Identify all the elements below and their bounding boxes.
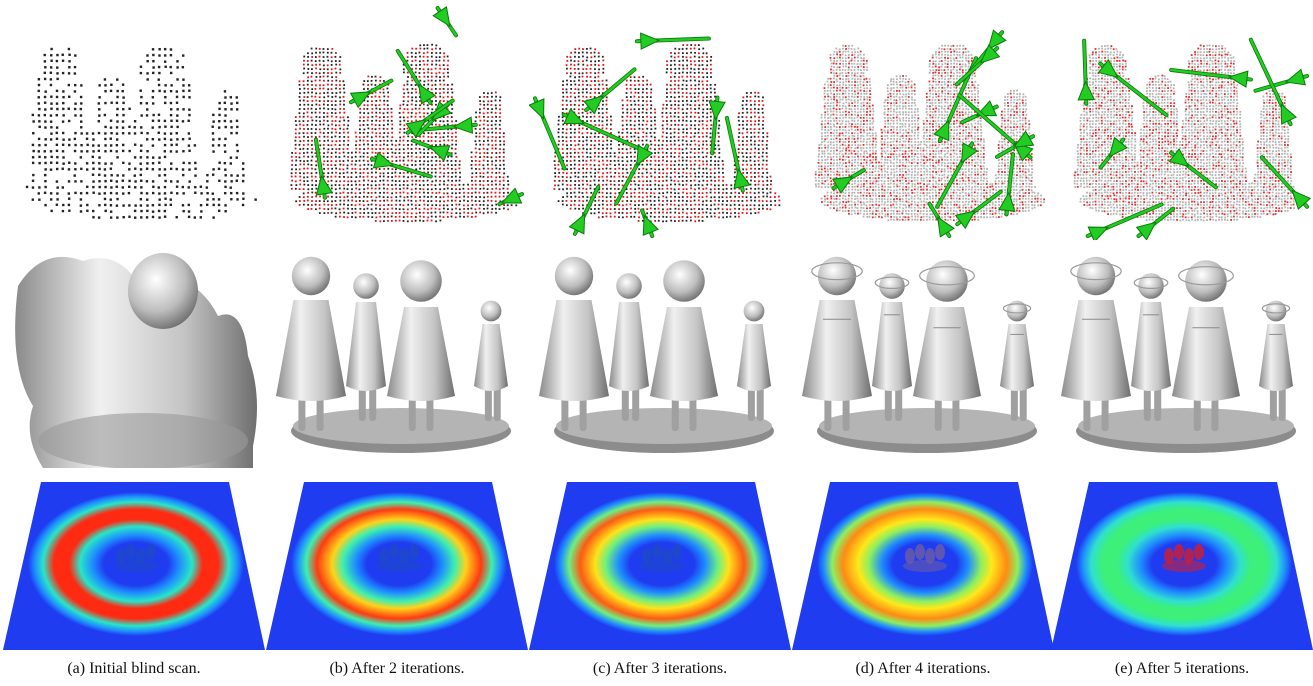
view-arrow bbox=[348, 78, 394, 109]
view-arrow bbox=[395, 48, 437, 105]
heatmap-plane bbox=[3, 482, 265, 650]
point-cloud bbox=[25, 47, 257, 219]
sculpture-mesh bbox=[539, 256, 774, 453]
object-marker bbox=[377, 544, 421, 572]
point-cloud-panel bbox=[792, 4, 1054, 240]
view-arrow bbox=[1259, 155, 1312, 211]
view-arrow bbox=[1169, 67, 1253, 88]
sculpture-mesh bbox=[15, 253, 258, 468]
column-e: (e) After 5 iterations. bbox=[1051, 0, 1313, 686]
sculpture-mesh bbox=[1061, 256, 1296, 453]
view-arrow bbox=[954, 43, 1001, 87]
confidence-heatmap-panel bbox=[266, 478, 528, 654]
view-arrow bbox=[927, 201, 955, 238]
view-arrow bbox=[634, 32, 711, 50]
heatmap-plane bbox=[266, 482, 528, 650]
sculpture-mesh bbox=[802, 256, 1037, 453]
column-c: (c) After 3 iterations. bbox=[529, 0, 791, 686]
view-arrow bbox=[1098, 136, 1128, 170]
heatmap-plane bbox=[792, 482, 1054, 650]
reconstructed-mesh-panel bbox=[792, 246, 1054, 468]
view-arrow bbox=[405, 98, 455, 138]
heatmap-plane bbox=[529, 482, 791, 650]
subfigure-caption-e: (e) After 5 iterations. bbox=[1114, 660, 1250, 677]
view-arrow bbox=[561, 108, 646, 153]
object-marker bbox=[1162, 544, 1206, 572]
view-arrow bbox=[1135, 206, 1176, 240]
confidence-heatmap-panel bbox=[1051, 478, 1313, 654]
view-arrow bbox=[1077, 38, 1095, 106]
point-cloud-panel bbox=[266, 4, 528, 240]
mesh-svg bbox=[276, 256, 511, 453]
view-arrow bbox=[614, 143, 654, 206]
point-cloud-panel bbox=[529, 4, 791, 240]
subfigure-caption-c: (c) After 3 iterations. bbox=[592, 660, 728, 677]
heatmap-svg bbox=[792, 482, 1054, 650]
view-arrow bbox=[1248, 37, 1297, 127]
mesh-svg bbox=[1061, 256, 1296, 453]
view-arrow bbox=[411, 138, 453, 162]
view-arrow bbox=[568, 184, 601, 236]
view-arrow bbox=[724, 115, 751, 193]
point-cloud bbox=[1073, 37, 1312, 240]
mesh-svg bbox=[15, 253, 258, 468]
view-arrow bbox=[1253, 68, 1309, 93]
subfigure-caption-a: (a) Initial blind scan. bbox=[67, 660, 201, 677]
heatmap-svg bbox=[1051, 482, 1313, 650]
view-arrow bbox=[432, 6, 458, 38]
view-arrow bbox=[995, 130, 1036, 159]
confidence-heatmap-panel bbox=[3, 478, 265, 654]
reconstructed-mesh-panel bbox=[1051, 246, 1313, 468]
object-marker bbox=[114, 544, 158, 572]
point-cloud bbox=[290, 6, 524, 223]
view-arrow bbox=[708, 95, 726, 156]
point-cloud-svg bbox=[290, 6, 524, 223]
view-arrow bbox=[1097, 58, 1169, 118]
heatmap-svg bbox=[3, 482, 265, 650]
point-cloud-svg bbox=[529, 32, 781, 238]
view-arrow bbox=[313, 137, 334, 200]
point-cloud bbox=[814, 29, 1046, 238]
heatmap-svg bbox=[529, 482, 791, 650]
subfigure-caption-d: (d) After 4 iterations. bbox=[855, 660, 991, 677]
point-cloud-svg bbox=[1073, 37, 1312, 240]
reconstructed-mesh-panel bbox=[529, 246, 791, 468]
mesh-svg bbox=[539, 256, 774, 453]
point-cloud-svg bbox=[25, 47, 257, 219]
view-arrow bbox=[583, 67, 637, 115]
column-d: (d) After 4 iterations. bbox=[792, 0, 1054, 686]
sculpture-mesh bbox=[276, 256, 511, 453]
point-cloud-panel bbox=[3, 4, 265, 240]
heatmap-svg bbox=[266, 482, 528, 650]
view-arrow bbox=[1085, 202, 1164, 240]
confidence-heatmap-panel bbox=[792, 478, 1054, 654]
view-arrow bbox=[998, 152, 1016, 217]
view-arrow bbox=[529, 96, 567, 171]
view-arrow bbox=[1168, 148, 1218, 190]
confidence-heatmap-panel bbox=[529, 478, 791, 654]
column-b: (b) After 2 iterations. bbox=[266, 0, 528, 686]
point-cloud bbox=[529, 32, 781, 238]
column-a: (a) Initial blind scan. bbox=[3, 0, 265, 686]
view-arrow bbox=[497, 187, 524, 206]
point-cloud-panel bbox=[1051, 4, 1313, 240]
heatmap-plane bbox=[1051, 482, 1313, 650]
subfigure-caption-b: (b) After 2 iterations. bbox=[329, 660, 465, 677]
object-marker bbox=[640, 544, 684, 572]
view-arrow bbox=[935, 141, 979, 209]
view-arrow bbox=[369, 151, 433, 179]
reconstructed-mesh-panel bbox=[3, 246, 265, 468]
view-arrow bbox=[831, 168, 866, 194]
view-arrow bbox=[954, 189, 1003, 230]
view-arrow bbox=[640, 208, 660, 238]
mesh-svg bbox=[802, 256, 1037, 453]
reconstructed-mesh-panel bbox=[266, 246, 528, 468]
point-cloud-svg bbox=[814, 29, 1046, 238]
object-marker bbox=[903, 544, 947, 572]
